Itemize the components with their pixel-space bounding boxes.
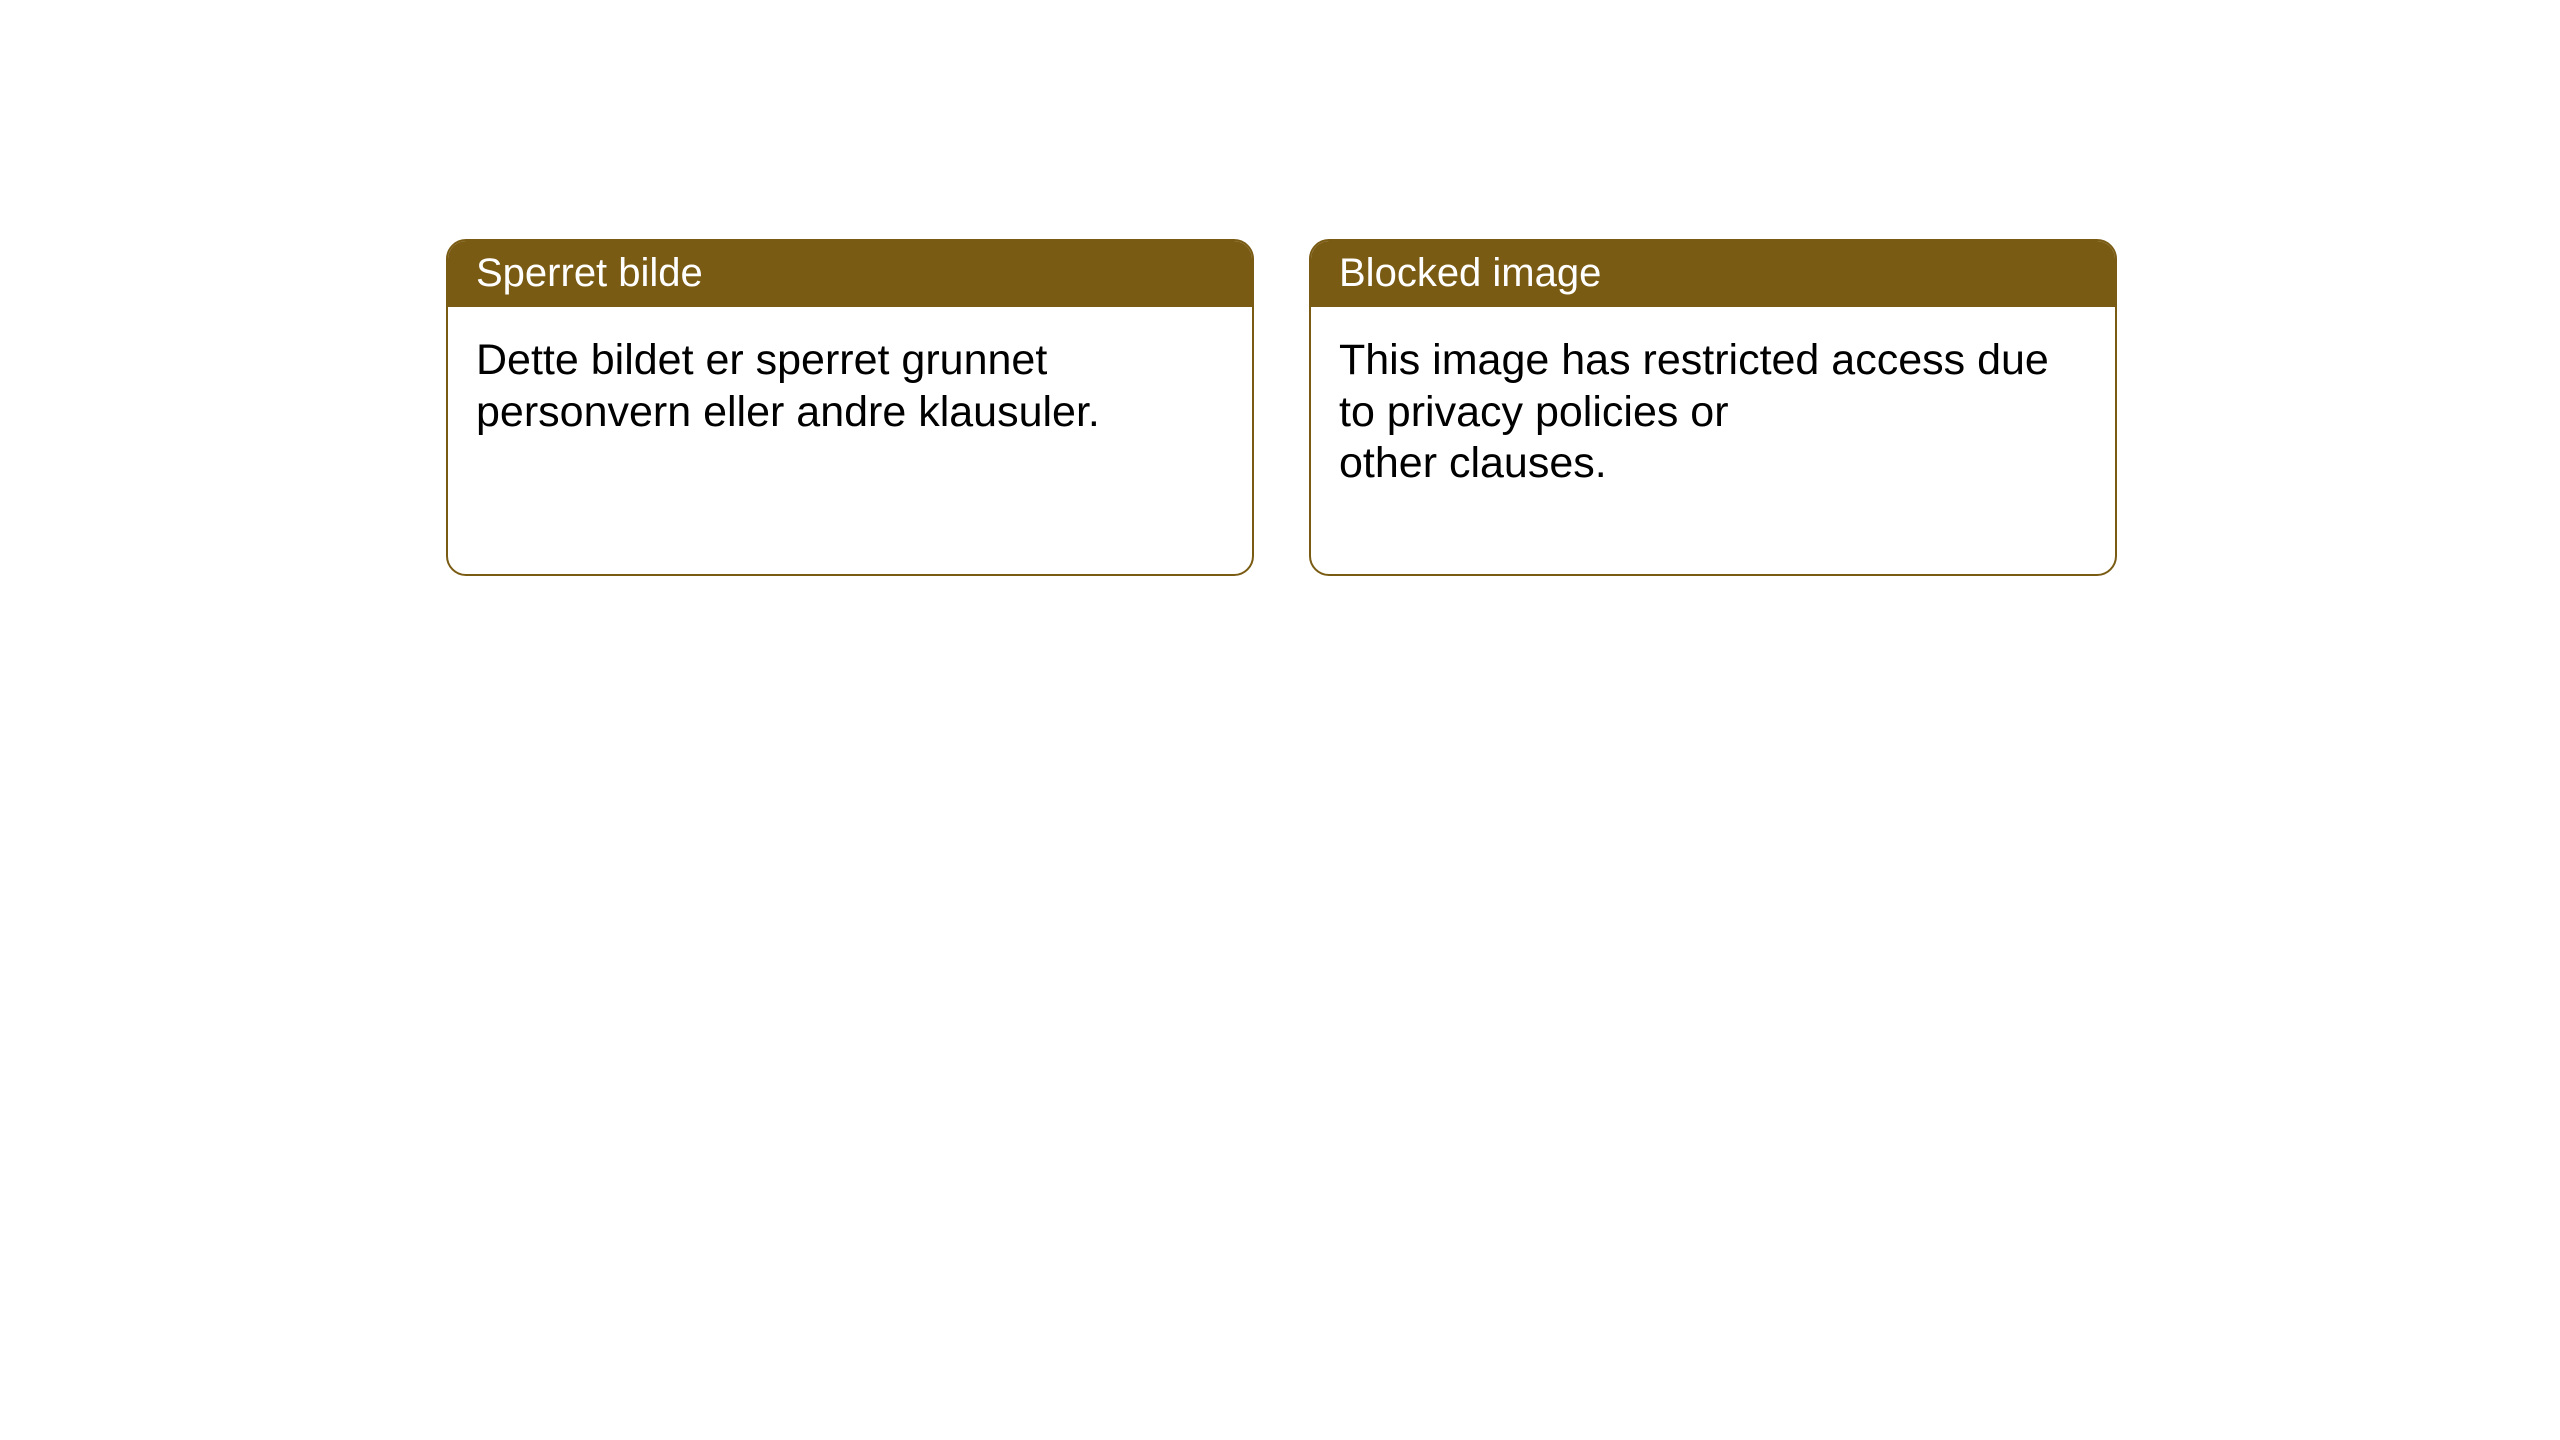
- notice-container: Sperret bilde Dette bildet er sperret gr…: [0, 0, 2560, 576]
- notice-body: Dette bildet er sperret grunnet personve…: [448, 307, 1252, 466]
- notice-body: This image has restricted access due to …: [1311, 307, 2115, 518]
- notice-header: Blocked image: [1311, 241, 2115, 307]
- notice-header: Sperret bilde: [448, 241, 1252, 307]
- notice-card-english: Blocked image This image has restricted …: [1309, 239, 2117, 576]
- notice-card-norwegian: Sperret bilde Dette bildet er sperret gr…: [446, 239, 1254, 576]
